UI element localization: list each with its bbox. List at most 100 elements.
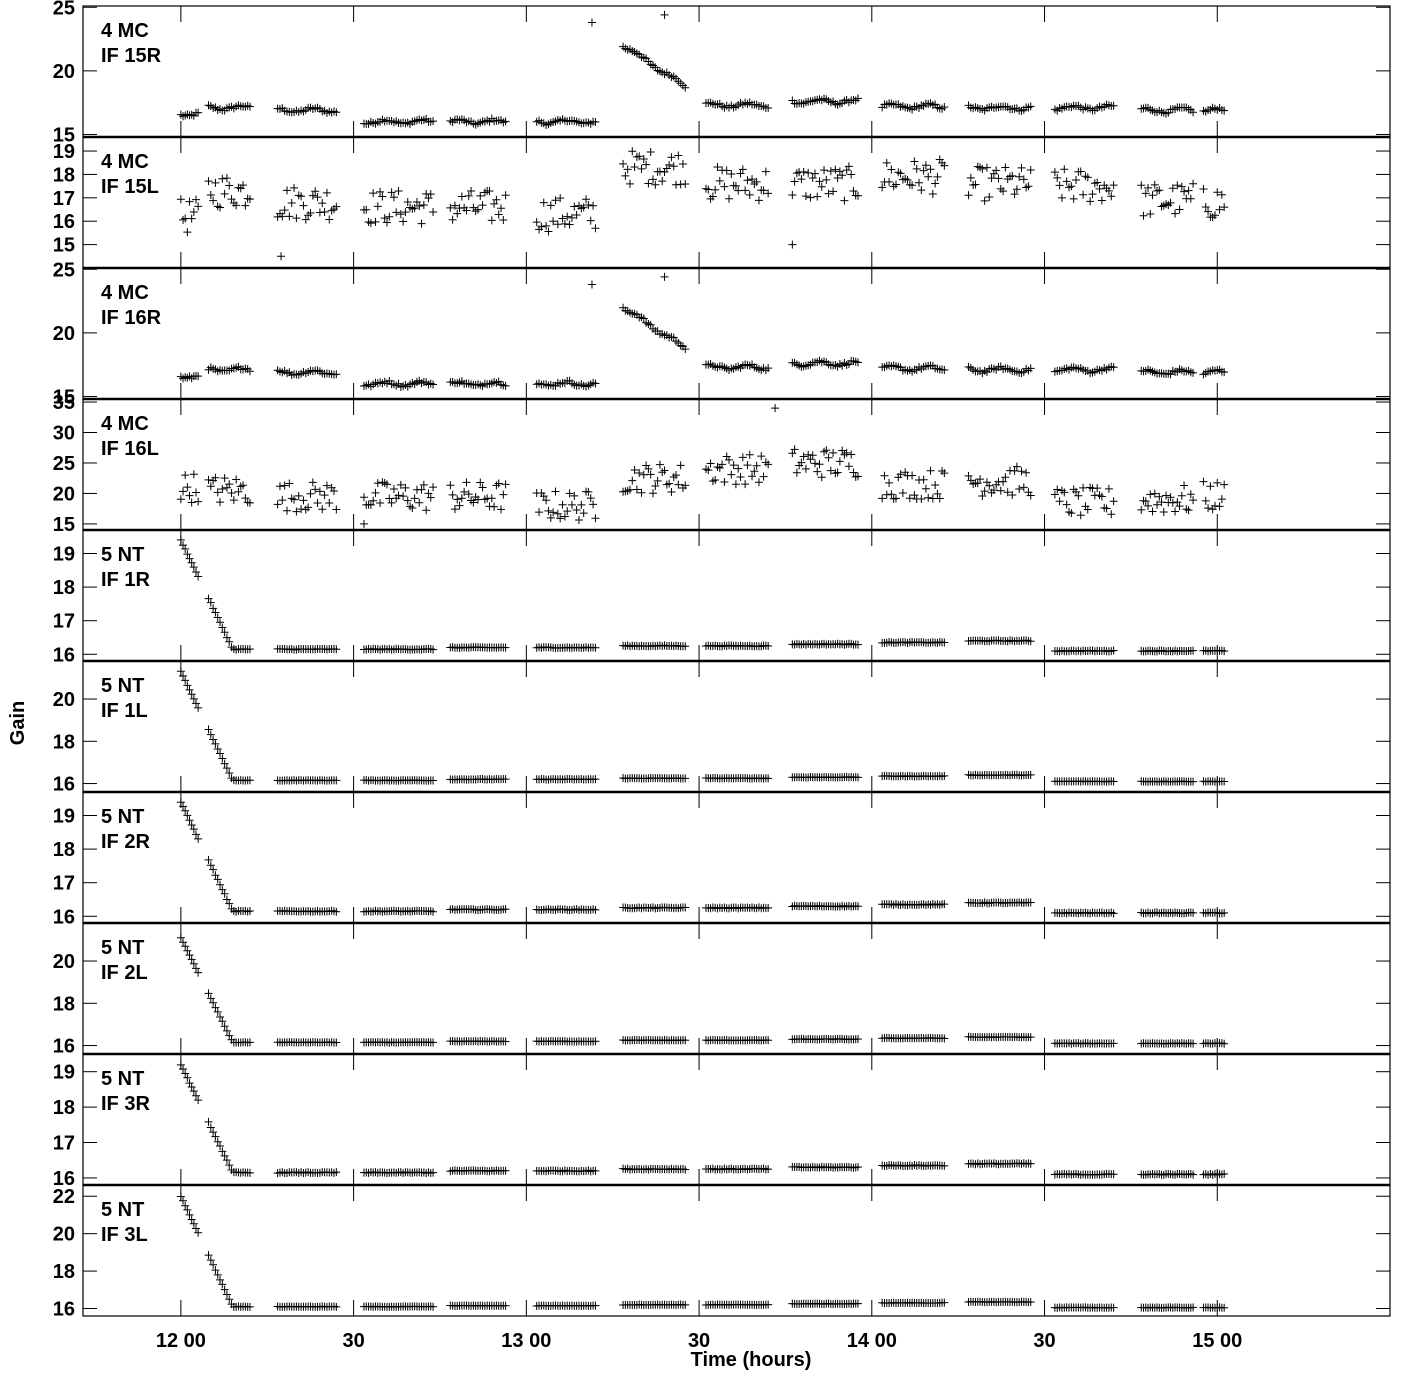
data-point (467, 186, 476, 195)
y-tick-label: 15 (53, 124, 75, 146)
data-point (487, 494, 496, 503)
data-point (745, 190, 754, 199)
data-point (1159, 507, 1168, 516)
data-point (225, 768, 234, 777)
data-point (204, 177, 213, 186)
data-point (206, 191, 215, 200)
data-point (1109, 646, 1118, 655)
data-point (635, 468, 644, 477)
data-point (287, 199, 296, 208)
data-point (294, 491, 303, 500)
data-point (817, 96, 826, 105)
data-point (318, 505, 327, 514)
data-point (761, 167, 770, 176)
data-point (245, 102, 254, 111)
data-point (681, 1300, 690, 1309)
data-point (396, 210, 405, 219)
data-point (1139, 104, 1148, 113)
data-point (940, 1161, 949, 1170)
data-point (1175, 502, 1184, 511)
data-point (764, 903, 773, 912)
data-point (216, 749, 225, 758)
data-point (222, 1290, 231, 1299)
data-point (734, 186, 743, 195)
data-point (225, 1161, 234, 1170)
data-point (824, 189, 833, 198)
data-point (225, 1295, 234, 1304)
data-point (211, 473, 220, 482)
data-point (667, 153, 676, 162)
data-point (457, 192, 466, 201)
data-point (628, 476, 637, 485)
data-point (408, 503, 417, 512)
data-point (1139, 211, 1148, 220)
data-point (494, 479, 503, 488)
data-point (183, 681, 192, 690)
data-point (853, 472, 862, 481)
data-point (551, 196, 560, 205)
data-point (754, 196, 763, 205)
y-tick-label: 22 (53, 1186, 75, 1208)
data-point (211, 1266, 220, 1275)
data-point (743, 461, 752, 470)
data-point (485, 186, 494, 195)
data-point (711, 475, 720, 484)
data-point (1109, 101, 1118, 110)
data-point (183, 550, 192, 559)
data-point (189, 207, 198, 216)
panel-label-antenna: 4 MC (101, 151, 149, 173)
y-tick-label: 20 (53, 689, 75, 711)
data-point (218, 485, 227, 494)
data-point (1189, 1039, 1198, 1048)
data-point (376, 187, 385, 196)
data-point (191, 488, 200, 497)
data-point (222, 633, 231, 642)
data-point (1076, 511, 1085, 520)
data-point (587, 280, 596, 289)
data-point (1107, 510, 1116, 519)
data-point (185, 951, 194, 960)
data-point (189, 959, 198, 968)
data-point (216, 1275, 225, 1284)
data-point (187, 558, 196, 567)
data-point (185, 554, 194, 563)
data-point (1215, 205, 1224, 214)
data-point (222, 1026, 231, 1035)
data-point (1093, 178, 1102, 187)
data-point (429, 1038, 438, 1047)
data-point (741, 186, 750, 195)
data-point (649, 489, 658, 498)
data-point (706, 459, 715, 468)
data-point (565, 220, 574, 229)
data-point (1015, 172, 1024, 181)
data-point (1180, 187, 1189, 196)
data-point (754, 478, 763, 487)
data-point (813, 467, 822, 476)
data-point (549, 217, 558, 226)
data-point (1184, 506, 1193, 515)
data-point (665, 479, 674, 488)
panel-frame (82, 660, 1391, 793)
data-point (810, 459, 819, 468)
data-point (621, 171, 630, 180)
data-point (1189, 1170, 1198, 1179)
data-point (584, 487, 593, 496)
data-point (181, 471, 190, 480)
data-point (651, 482, 660, 491)
data-point (678, 159, 687, 168)
data-point (189, 694, 198, 703)
data-point (278, 496, 287, 505)
data-point (1010, 466, 1019, 475)
panel-9: 16 17 18 19 5 NT IF 3R (53, 1052, 1391, 1190)
data-point (644, 179, 653, 188)
y-tick-label: 17 (53, 873, 75, 895)
data-point (1109, 1303, 1118, 1312)
data-point (415, 201, 424, 210)
data-point (181, 942, 190, 951)
data-point (1217, 190, 1226, 199)
data-point (882, 158, 891, 167)
data-point (1168, 184, 1177, 193)
data-point (822, 446, 831, 455)
data-point (225, 899, 234, 908)
data-point (1026, 637, 1035, 646)
